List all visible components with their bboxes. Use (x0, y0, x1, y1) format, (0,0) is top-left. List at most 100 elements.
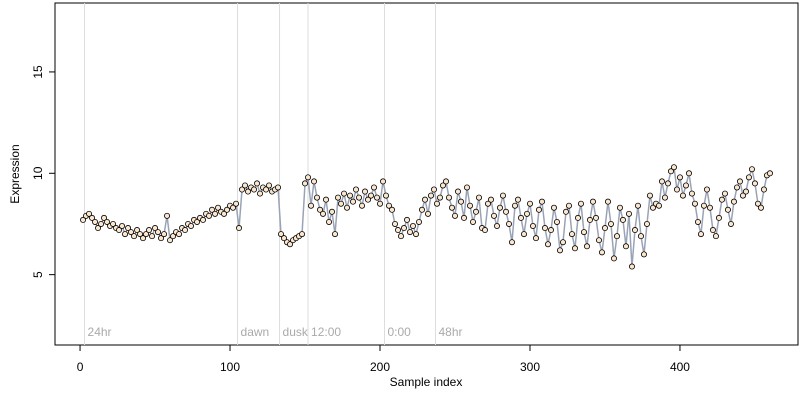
data-point (694, 218, 701, 225)
data-point (442, 178, 449, 185)
data-point (239, 186, 246, 193)
data-point (221, 210, 228, 217)
data-point (242, 182, 249, 189)
data-point (646, 192, 653, 199)
data-point (395, 227, 402, 234)
data-point (128, 229, 135, 236)
data-point (487, 196, 494, 203)
data-point (266, 182, 273, 189)
data-point (601, 225, 608, 232)
data-point (463, 184, 470, 191)
data-point (233, 200, 240, 207)
data-point (589, 198, 596, 205)
data-point (514, 196, 521, 203)
data-point (643, 220, 650, 227)
x-tick-label: 100 (220, 360, 240, 374)
data-point (320, 210, 327, 217)
data-point (188, 222, 195, 229)
data-point (637, 233, 644, 240)
data-point (547, 227, 554, 234)
data-point (302, 180, 309, 187)
data-point (520, 231, 527, 238)
data-point (305, 174, 312, 181)
data-point (398, 233, 405, 240)
data-point (508, 239, 515, 246)
data-point (661, 194, 668, 201)
data-point (410, 222, 417, 229)
data-point (604, 198, 611, 205)
data-point (433, 200, 440, 207)
data-point (182, 227, 189, 234)
data-point (116, 227, 123, 234)
data-point (401, 225, 408, 232)
data-point (739, 192, 746, 199)
plot-frame (54, 2, 799, 346)
data-point (730, 198, 737, 205)
data-point (245, 188, 252, 195)
data-point (634, 202, 641, 209)
data-point (526, 200, 533, 207)
data-point (377, 200, 384, 207)
data-point (110, 220, 117, 227)
annotation-label: dawn (241, 325, 270, 339)
data-point (365, 196, 372, 203)
data-point (511, 202, 518, 209)
data-point (625, 210, 632, 217)
data-point (679, 192, 686, 199)
data-point (628, 263, 635, 270)
data-point (583, 243, 590, 250)
y-tick-label: 5 (31, 271, 45, 278)
data-point (448, 204, 455, 211)
data-point (341, 190, 348, 197)
data-point (664, 180, 671, 187)
data-point (251, 186, 258, 193)
data-point (550, 204, 557, 211)
x-tick-label: 300 (520, 360, 540, 374)
data-point (200, 216, 207, 223)
data-point (757, 204, 764, 211)
data-point (712, 233, 719, 240)
data-point (544, 241, 551, 248)
data-point (451, 212, 458, 219)
data-point (134, 227, 141, 234)
data-point (754, 200, 761, 207)
data-point (170, 233, 177, 240)
data-point (598, 249, 605, 256)
data-point (748, 166, 755, 173)
data-point (383, 192, 390, 199)
data-point (559, 239, 566, 246)
data-point (368, 192, 375, 199)
data-point (595, 237, 602, 244)
data-point (622, 243, 629, 250)
data-point (472, 208, 479, 215)
data-point (469, 218, 476, 225)
data-point (475, 194, 482, 201)
data-point (517, 214, 524, 221)
annotation-label: 0:00 (388, 325, 412, 339)
data-point (586, 216, 593, 223)
data-point (254, 180, 261, 187)
data-point (607, 220, 614, 227)
data-point (466, 202, 473, 209)
data-point (556, 247, 563, 254)
data-point (745, 174, 752, 181)
data-point (682, 182, 689, 189)
data-point (281, 235, 288, 242)
data-point (146, 227, 153, 234)
data-point (673, 186, 680, 193)
data-point (640, 251, 647, 258)
data-point (101, 214, 108, 221)
data-point (565, 202, 572, 209)
data-point (529, 222, 536, 229)
data-point (278, 231, 285, 238)
data-point (592, 214, 599, 221)
data-point (658, 178, 665, 185)
data-point (161, 231, 168, 238)
data-point (718, 196, 725, 203)
data-point (427, 192, 434, 199)
data-point (389, 206, 396, 213)
data-point (257, 190, 264, 197)
annotation-label: 24hr (88, 325, 112, 339)
data-point (419, 206, 426, 213)
